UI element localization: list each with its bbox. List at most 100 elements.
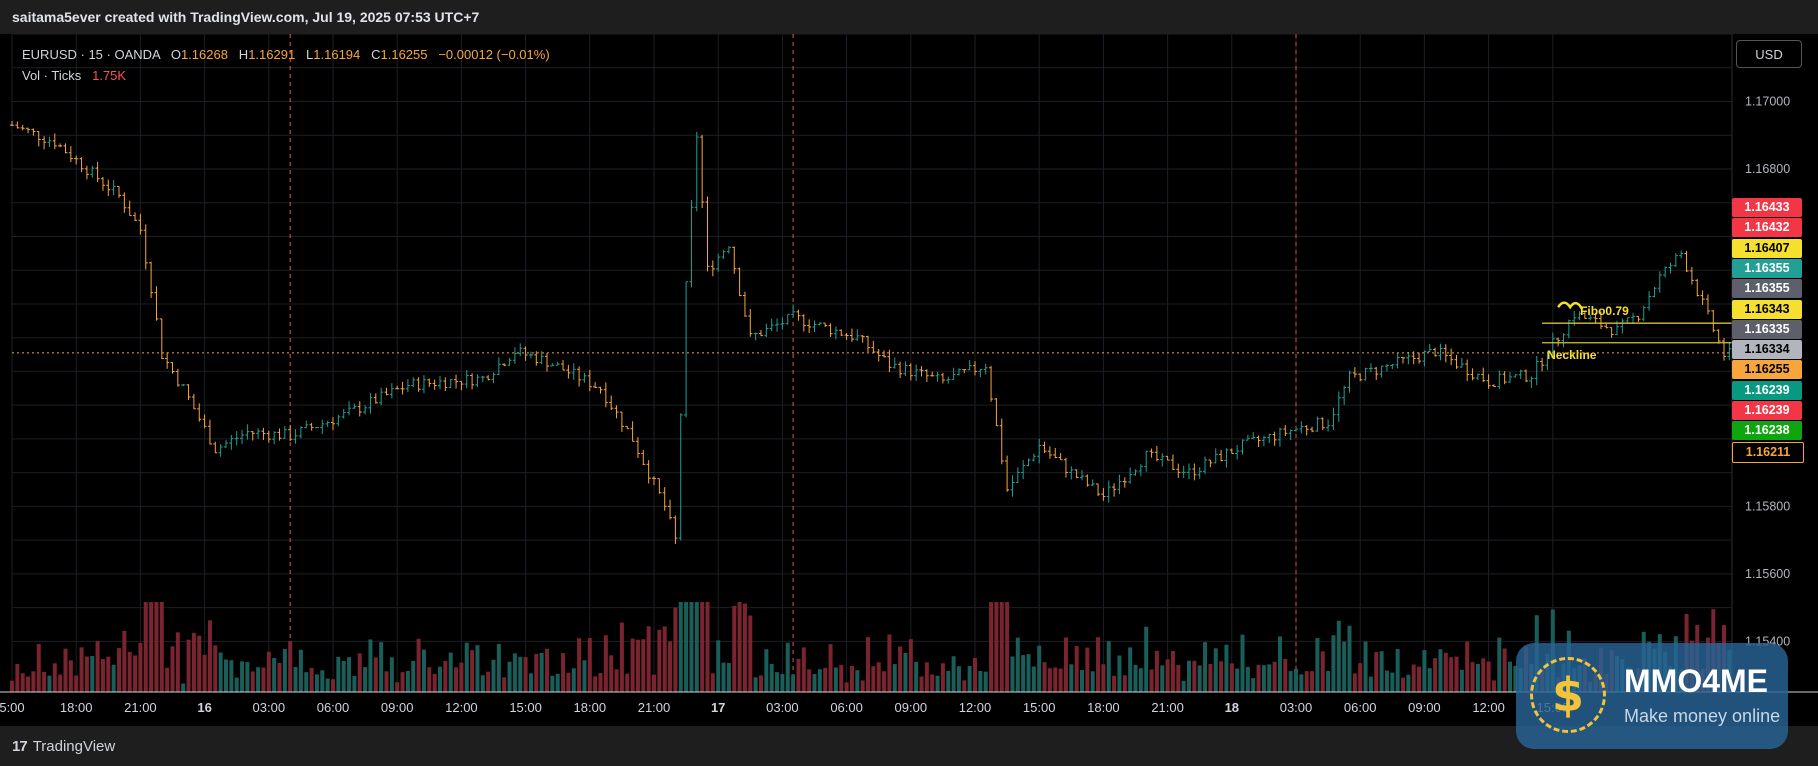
price-tag: 1.16334 <box>1732 340 1802 360</box>
candle <box>256 428 261 439</box>
volume-bar <box>791 674 796 692</box>
candle <box>689 199 694 288</box>
volume-bar <box>507 661 512 692</box>
candle <box>1154 445 1159 462</box>
volume-bar <box>839 664 844 692</box>
candle <box>1331 407 1336 431</box>
candle <box>1374 366 1379 380</box>
tradingview-logo[interactable]: 17 TradingView <box>12 738 115 755</box>
volume-bar <box>1411 664 1416 692</box>
volume-bar <box>1042 662 1047 692</box>
candle <box>15 121 20 129</box>
ohlc-row: EURUSD · 15 · OANDA O1.16268 H1.16291 L1… <box>22 44 550 65</box>
candle <box>721 249 726 259</box>
candle <box>1508 372 1512 383</box>
candle <box>149 261 154 298</box>
candle <box>1106 480 1111 503</box>
candle <box>272 431 277 445</box>
candle <box>823 322 828 328</box>
candle <box>165 352 170 369</box>
candle <box>614 405 619 419</box>
volume-bar <box>614 669 619 692</box>
candle <box>694 131 699 212</box>
candle <box>764 323 769 338</box>
volume-bar <box>245 662 250 692</box>
candle <box>657 478 662 494</box>
volume-bar <box>261 667 266 692</box>
time-tick-label: 5:00 <box>0 700 25 715</box>
volume-bar <box>357 653 362 692</box>
candle <box>534 351 539 366</box>
volume-bar <box>454 667 459 692</box>
volume-bar <box>1454 656 1459 692</box>
candle <box>1433 347 1438 357</box>
candle <box>218 444 223 457</box>
price-tick-label: 1.17000 <box>1745 94 1790 108</box>
candle <box>1716 329 1721 344</box>
candle <box>480 375 485 383</box>
volume-bar <box>566 672 571 692</box>
volume-bar <box>1283 658 1288 692</box>
candle <box>1192 463 1197 481</box>
volume-bar <box>914 661 919 692</box>
volume-bar <box>31 671 36 692</box>
candle <box>1711 310 1716 333</box>
candle <box>684 281 689 418</box>
candle <box>266 430 271 443</box>
candle <box>1320 417 1325 431</box>
symbol-label[interactable]: EURUSD · 15 · OANDA <box>22 47 160 62</box>
volume-bar <box>812 674 817 692</box>
volume-bar <box>1256 664 1261 692</box>
candle <box>1668 262 1673 274</box>
open-label: O <box>170 47 181 62</box>
volume-value: 1.75K <box>92 68 127 83</box>
volume-bar <box>256 667 261 692</box>
volume-bar <box>882 671 887 692</box>
volume-bar <box>796 658 801 692</box>
price-chart[interactable]: Fibo0.79 Neckline 1.17000 1.16800 1.15800 1.… <box>0 34 1818 726</box>
volume-bar <box>1315 638 1320 692</box>
volume-bar <box>726 663 731 692</box>
volume-bar <box>1497 637 1502 692</box>
currency-button[interactable]: USD <box>1736 40 1802 68</box>
candle <box>1593 312 1598 324</box>
volume-bar <box>1267 664 1272 692</box>
candle <box>245 424 250 440</box>
volume-bar <box>1096 637 1101 692</box>
volume-bar <box>983 671 988 692</box>
volume-bar <box>1149 669 1154 692</box>
volume-bar <box>967 666 972 692</box>
candle <box>1427 343 1432 353</box>
volume-bar <box>464 642 469 692</box>
candle <box>1080 470 1084 481</box>
volume-bar <box>74 675 79 692</box>
volume-bar <box>149 602 154 692</box>
candle <box>1144 450 1149 472</box>
candle <box>1475 373 1480 381</box>
volume-bar <box>1010 656 1015 692</box>
pattern-annotations: Fibo0.79 Neckline <box>1542 301 1741 362</box>
volume-bar <box>903 652 908 692</box>
time-tick-label: 15:00 <box>509 700 542 715</box>
candle <box>368 393 373 414</box>
volume-bar <box>218 652 223 692</box>
volume-label[interactable]: Vol · Ticks <box>22 68 82 83</box>
candle <box>363 405 368 415</box>
volume-bar <box>1459 669 1464 692</box>
candle <box>1128 467 1133 484</box>
candle <box>1352 367 1357 378</box>
volume-bar <box>1342 641 1347 692</box>
candle <box>1556 337 1561 347</box>
candle <box>759 330 763 337</box>
candle <box>1657 271 1662 293</box>
time-tick-label: 03:00 <box>253 700 286 715</box>
volume-bar <box>314 674 319 692</box>
price-tag: 1.16211 <box>1732 441 1804 463</box>
candle <box>416 377 421 392</box>
volume-bar <box>924 662 929 692</box>
volume-bar <box>785 642 790 692</box>
volume-bar <box>1384 670 1389 692</box>
time-tick-label: 12:00 <box>445 700 478 715</box>
candle <box>630 421 635 442</box>
